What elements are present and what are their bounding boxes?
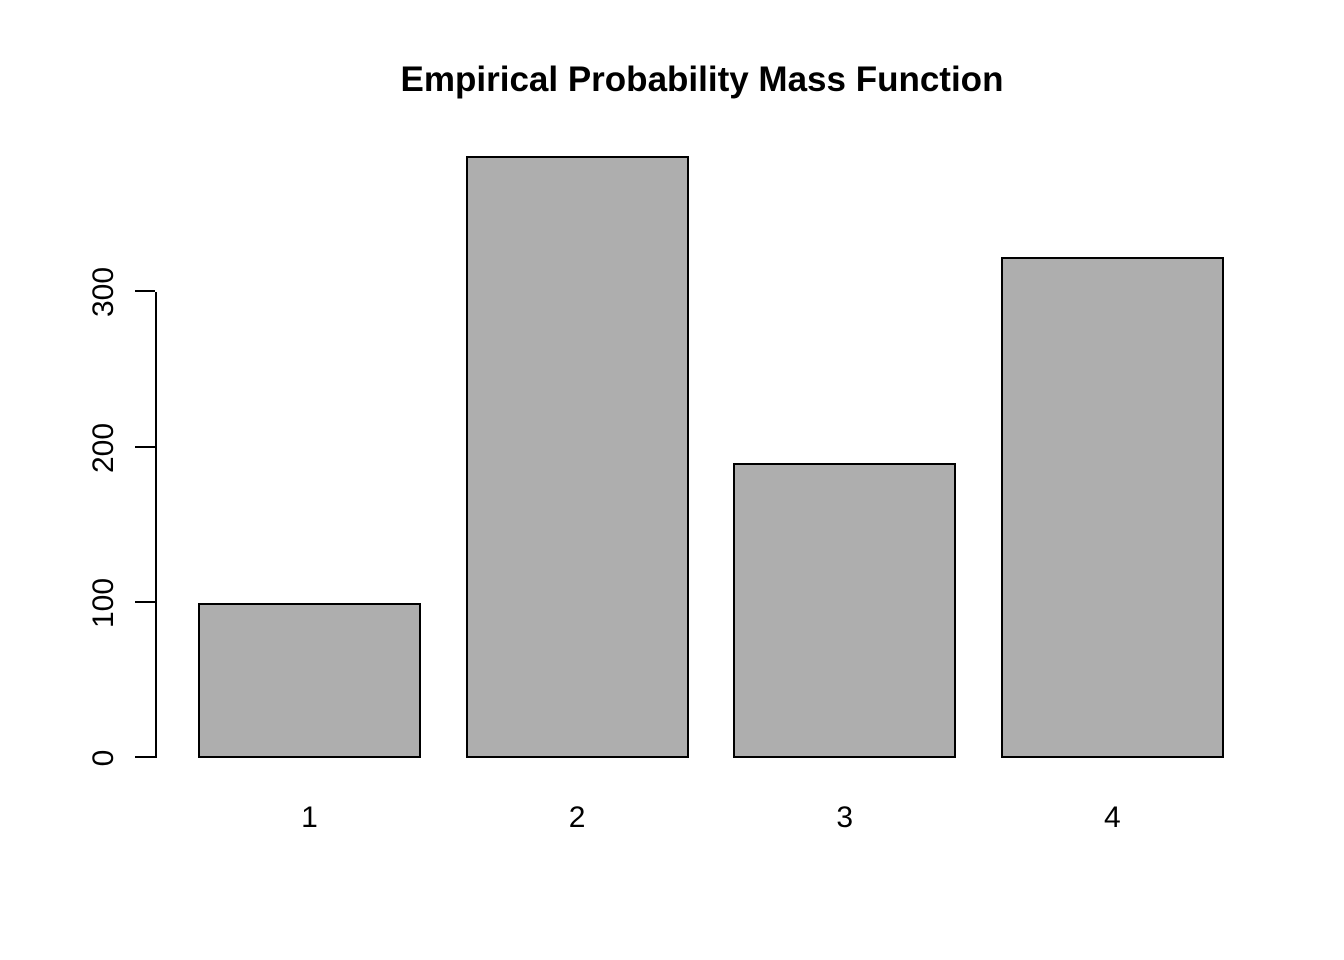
x-tick-label: 4 [1103,801,1121,834]
chart-title: Empirical Probability Mass Function [400,60,1004,99]
y-axis-tick [135,445,155,448]
y-tick-label: 300 [87,267,120,318]
x-tick-label: 3 [836,801,854,834]
x-tick-label: 1 [301,801,318,834]
y-axis-line [155,292,157,758]
x-tick-label: 2 [568,801,586,834]
y-tick-label: 100 [87,577,120,628]
y-tick-label: 0 [87,749,120,767]
y-tick-label: 200 [87,422,120,473]
bar [198,602,421,758]
bar [465,155,689,758]
bar [733,463,957,758]
y-axis-tick [135,290,155,293]
y-axis-tick [135,600,155,603]
y-axis-tick [135,756,155,758]
bar [1000,256,1224,758]
